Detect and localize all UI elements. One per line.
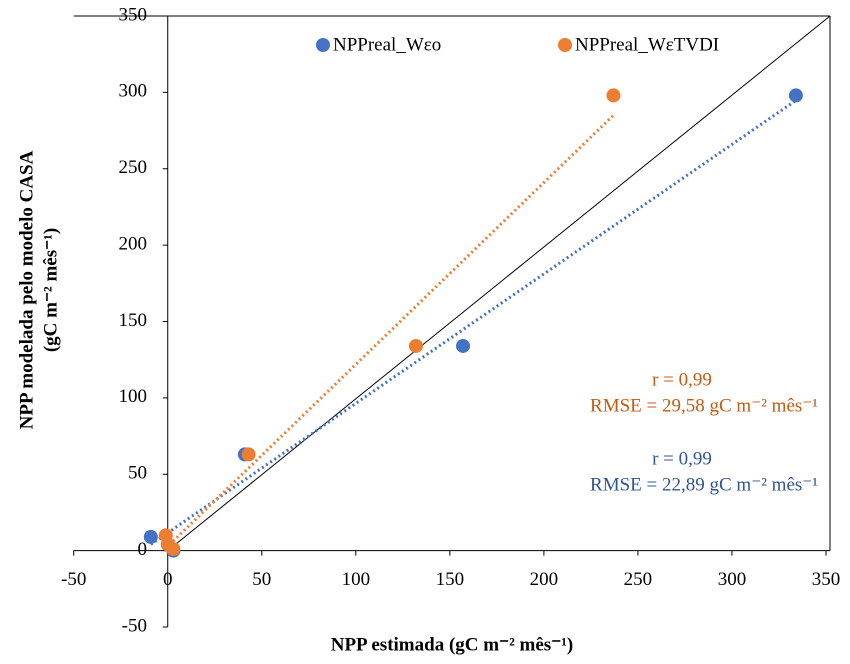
- annotation: RMSE = 22,89 gC m⁻² mês⁻¹: [590, 474, 818, 495]
- x-tick-label: 100: [342, 569, 371, 590]
- point: [606, 88, 621, 103]
- point: [788, 88, 803, 103]
- x-tick-label: 200: [530, 569, 559, 590]
- trend-line: [164, 114, 615, 550]
- x-axis-label: NPP estimada (gC m⁻² mês⁻¹): [331, 634, 574, 655]
- y-tick-label: 100: [119, 386, 148, 407]
- x-tick-label: 300: [718, 569, 747, 590]
- x-tick-label: 0: [163, 569, 173, 590]
- y-tick-label: 300: [119, 81, 148, 102]
- point: [241, 447, 256, 462]
- y-tick-label: 350: [119, 4, 148, 25]
- legend-marker: [316, 38, 330, 52]
- legend-marker: [558, 38, 572, 52]
- y-tick-label: 150: [119, 310, 148, 331]
- y-axis-label: NPP modelada pelo modelo CASA: [16, 150, 37, 429]
- trend-line: [149, 99, 797, 546]
- legend-label: NPPreal_Wεo: [333, 34, 441, 55]
- point: [456, 338, 471, 353]
- annotation: r = 0,99: [652, 448, 712, 469]
- legend-label: NPPreal_WεTVDI: [575, 34, 719, 55]
- annotation: RMSE = 29,58 gC m⁻² mês⁻¹: [590, 395, 818, 416]
- y-tick-label: -50: [122, 615, 147, 636]
- y-tick-label: 200: [119, 233, 148, 254]
- y-tick-label: 0: [138, 539, 148, 560]
- x-tick-label: -50: [61, 569, 86, 590]
- point: [408, 338, 423, 353]
- point: [143, 529, 158, 544]
- identity-line: [167, 15, 831, 552]
- y-tick-label: 250: [119, 157, 148, 178]
- point: [166, 542, 181, 557]
- y-axis-label: (gC m⁻² mês⁻¹): [40, 228, 61, 352]
- annotation: r = 0,99: [652, 369, 712, 390]
- x-tick-label: 50: [252, 569, 271, 590]
- x-tick-label: 250: [624, 569, 653, 590]
- x-tick-label: 150: [436, 569, 465, 590]
- x-tick-label: 350: [812, 569, 841, 590]
- y-tick-label: 50: [128, 463, 147, 484]
